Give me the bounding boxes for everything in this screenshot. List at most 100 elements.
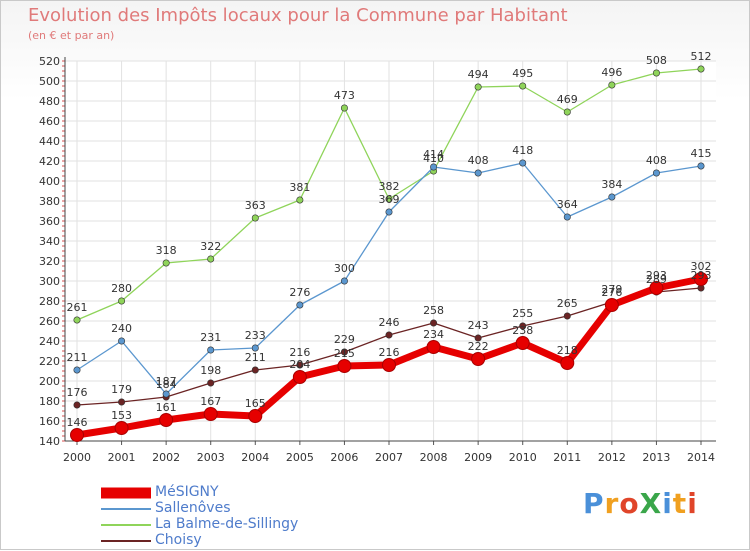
x-tick-label: 2013 bbox=[642, 451, 670, 464]
data-point-choisy bbox=[385, 331, 393, 339]
data-point-la-balme-de-sillingy bbox=[474, 83, 482, 91]
data-point-la-balme-de-sillingy bbox=[563, 108, 571, 116]
legend: MéSIGNY Sallenôves La Balme-de-Sillingy Cho… bbox=[101, 484, 361, 549]
data-point-sallenoves bbox=[697, 162, 705, 170]
data-label-mesigny: 293 bbox=[646, 269, 667, 282]
data-point-mesigny bbox=[426, 340, 441, 354]
data-point-choisy bbox=[118, 398, 126, 406]
data-label-mesigny: 153 bbox=[111, 409, 132, 422]
brand-letter: i bbox=[687, 487, 698, 520]
data-label-sallenoves: 240 bbox=[111, 322, 132, 335]
data-label-la-balme-de-sillingy: 381 bbox=[289, 181, 310, 194]
data-label-mesigny: 215 bbox=[334, 347, 355, 360]
legend-label: Sallenôves bbox=[155, 500, 231, 516]
data-label-la-balme-de-sillingy: 280 bbox=[111, 282, 132, 295]
data-label-la-balme-de-sillingy: 318 bbox=[156, 244, 177, 257]
data-label-mesigny: 218 bbox=[557, 344, 578, 357]
y-tick-label: 440 bbox=[39, 135, 60, 148]
y-tick-label: 360 bbox=[39, 215, 60, 228]
legend-item-la-balme-de-sillingy: La Balme-de-Sillingy bbox=[101, 516, 361, 533]
data-point-mesigny bbox=[292, 370, 307, 384]
y-tick-label: 140 bbox=[39, 435, 60, 448]
data-point-sallenoves bbox=[430, 163, 438, 171]
data-point-la-balme-de-sillingy bbox=[207, 255, 215, 263]
data-label-sallenoves: 384 bbox=[601, 178, 622, 191]
data-label-choisy: 229 bbox=[334, 333, 355, 346]
data-point-mesigny bbox=[515, 336, 530, 350]
data-label-choisy: 216 bbox=[289, 346, 310, 359]
chart-subtitle: (en € et par an) bbox=[28, 29, 115, 42]
y-tick-label: 300 bbox=[39, 275, 60, 288]
data-label-choisy: 258 bbox=[423, 304, 444, 317]
y-tick-label: 280 bbox=[39, 295, 60, 308]
data-label-la-balme-de-sillingy: 473 bbox=[334, 89, 355, 102]
data-point-choisy bbox=[474, 334, 482, 342]
data-label-la-balme-de-sillingy: 512 bbox=[691, 50, 712, 63]
y-tick-label: 340 bbox=[39, 235, 60, 248]
data-point-choisy bbox=[563, 312, 571, 320]
data-label-sallenoves: 415 bbox=[691, 147, 712, 160]
data-label-sallenoves: 211 bbox=[67, 351, 88, 364]
x-tick-label: 2001 bbox=[108, 451, 136, 464]
x-tick-label: 2006 bbox=[330, 451, 358, 464]
data-point-sallenoves bbox=[251, 344, 259, 352]
legend-swatch bbox=[101, 487, 151, 499]
data-label-choisy: 176 bbox=[67, 386, 88, 399]
data-point-la-balme-de-sillingy bbox=[519, 82, 527, 90]
data-point-mesigny bbox=[114, 421, 129, 435]
data-label-sallenoves: 418 bbox=[512, 144, 533, 157]
data-label-mesigny: 238 bbox=[512, 324, 533, 337]
legend-item-sallenoves: Sallenôves bbox=[101, 500, 361, 517]
data-label-la-balme-de-sillingy: 494 bbox=[468, 68, 489, 81]
data-point-la-balme-de-sillingy bbox=[385, 195, 393, 203]
data-label-mesigny: 146 bbox=[67, 416, 88, 429]
brand-letter: i bbox=[662, 487, 673, 520]
data-point-mesigny bbox=[694, 272, 708, 286]
legend-label: La Balme-de-Sillingy bbox=[155, 516, 299, 532]
data-point-sallenoves bbox=[652, 169, 660, 177]
data-label-la-balme-de-sillingy: 322 bbox=[200, 240, 221, 253]
brand-letter: t bbox=[672, 487, 688, 520]
data-point-choisy bbox=[73, 401, 81, 409]
legend-swatch bbox=[101, 508, 151, 510]
data-label-la-balme-de-sillingy: 261 bbox=[67, 301, 88, 314]
x-tick-label: 2003 bbox=[197, 451, 225, 464]
data-point-mesigny bbox=[337, 359, 352, 373]
y-tick-label: 420 bbox=[39, 155, 60, 168]
data-label-choisy: 255 bbox=[512, 307, 533, 320]
legend-item-mesigny: MéSIGNY bbox=[101, 484, 361, 501]
data-point-la-balme-de-sillingy bbox=[340, 104, 348, 112]
data-label-choisy: 279 bbox=[601, 283, 622, 296]
y-tick-label: 460 bbox=[39, 115, 60, 128]
x-tick-label: 2010 bbox=[509, 451, 537, 464]
data-label-mesigny: 276 bbox=[601, 286, 622, 299]
x-tick-label: 2011 bbox=[553, 451, 581, 464]
data-label-choisy: 198 bbox=[200, 364, 221, 377]
data-label-sallenoves: 408 bbox=[646, 154, 667, 167]
data-point-la-balme-de-sillingy bbox=[118, 297, 126, 305]
data-label-choisy: 293 bbox=[691, 269, 712, 282]
data-label-choisy: 184 bbox=[156, 378, 177, 391]
legend-label: Choisy bbox=[155, 532, 202, 548]
data-point-la-balme-de-sillingy bbox=[73, 316, 81, 324]
data-label-la-balme-de-sillingy: 382 bbox=[379, 180, 400, 193]
y-tick-label: 480 bbox=[39, 95, 60, 108]
data-point-sallenoves bbox=[519, 159, 527, 167]
data-point-choisy bbox=[340, 348, 348, 356]
data-point-la-balme-de-sillingy bbox=[697, 65, 705, 73]
data-point-mesigny bbox=[382, 358, 396, 372]
data-label-mesigny: 165 bbox=[245, 397, 266, 410]
data-label-choisy: 179 bbox=[111, 383, 132, 396]
y-tick-label: 220 bbox=[39, 355, 60, 368]
data-label-la-balme-de-sillingy: 496 bbox=[601, 66, 622, 79]
data-point-sallenoves bbox=[340, 277, 348, 285]
data-label-mesigny: 216 bbox=[379, 346, 400, 359]
data-label-sallenoves: 364 bbox=[557, 198, 578, 211]
data-label-choisy: 211 bbox=[245, 351, 266, 364]
data-label-sallenoves: 369 bbox=[379, 193, 400, 206]
x-tick-label: 2014 bbox=[687, 451, 715, 464]
legend-swatch bbox=[101, 524, 151, 526]
data-point-choisy bbox=[430, 319, 438, 327]
